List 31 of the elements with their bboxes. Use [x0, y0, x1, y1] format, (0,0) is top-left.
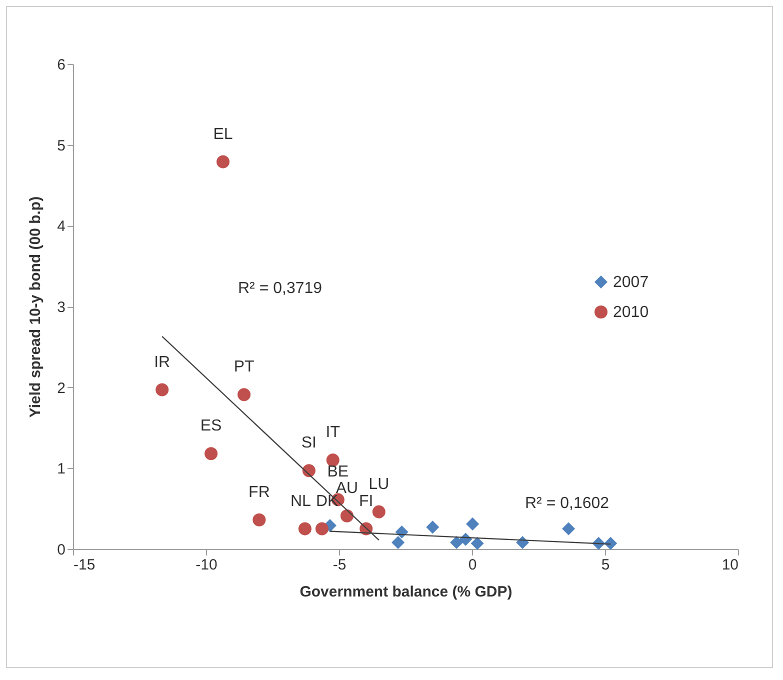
- annotation: SI: [301, 434, 317, 452]
- x-tick-label: 5: [601, 556, 610, 574]
- annotation: AU: [336, 480, 358, 497]
- y-tick-label: 6: [57, 56, 66, 74]
- annotation: R² = 0,1602: [525, 495, 610, 512]
- annotation: NL: [290, 492, 312, 510]
- x-axis-title: Government balance (% GDP): [300, 584, 512, 600]
- x-tick-label: -5: [332, 556, 346, 574]
- annotation: IR: [154, 354, 170, 371]
- y-tick-label: 5: [57, 137, 66, 154]
- x-tick-label: 10: [722, 556, 738, 574]
- annotation: LU: [368, 476, 390, 493]
- y-tick-label: 0: [57, 542, 66, 558]
- y-tick-label: 2: [57, 380, 66, 397]
- y-axis-title: Yield spread 10-y bond (00 b.p): [27, 196, 44, 418]
- annotation: R² = 0,3719: [238, 280, 322, 297]
- legend-label: 2007: [613, 274, 649, 291]
- annotation: BE: [327, 464, 349, 481]
- annotation: PT: [234, 358, 254, 376]
- annotation: EL: [213, 126, 233, 143]
- annotation: IT: [326, 424, 340, 442]
- annotation: FR: [248, 484, 270, 501]
- annotation: FI: [359, 492, 374, 510]
- x-tick-label: -10: [196, 556, 218, 574]
- y-tick-label: 3: [57, 299, 66, 316]
- x-tick-label: 0: [468, 556, 477, 574]
- y-tick-label: 1: [57, 460, 66, 478]
- annotation: ES: [200, 418, 222, 435]
- x-tick-label: -15: [74, 556, 96, 574]
- y-tick-label: 4: [57, 218, 66, 236]
- legend-label: 2010: [613, 304, 649, 321]
